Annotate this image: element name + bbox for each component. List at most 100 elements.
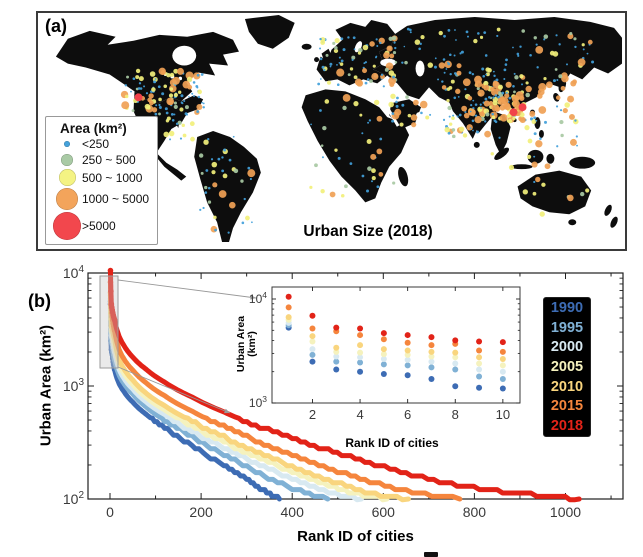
map-legend-items: <250 250 ~ 500 500 ~ 1000 1000 ~ 5000 >5000 <box>52 136 153 241</box>
city-dot-500-1000 <box>334 148 338 152</box>
city-dot-1000-5000 <box>148 93 154 99</box>
city-dot-250-500 <box>451 128 456 132</box>
city-dot-500-1000 <box>371 168 376 174</box>
inset-point-2000-rank9 <box>476 366 483 373</box>
city-dot-500-1000 <box>211 161 218 168</box>
island-java <box>510 164 533 170</box>
city-dot-500-1000 <box>151 87 156 92</box>
city-dot-lt250 <box>207 186 211 190</box>
city-dot-250-500 <box>521 29 526 33</box>
city-dot-lt250 <box>512 46 514 49</box>
inset-point-1990-rank10 <box>499 385 506 392</box>
map-legend-item-label: 1000 ~ 5000 <box>82 192 150 206</box>
city-dot-lt250 <box>556 79 559 82</box>
city-dot-1000-5000 <box>474 80 483 88</box>
city-dot-lt250 <box>137 87 141 90</box>
city-dot-lt250 <box>319 78 322 80</box>
city-dot-lt250 <box>535 43 538 46</box>
city-dot-1000-5000 <box>441 85 447 90</box>
city-dot-lt250 <box>347 36 350 39</box>
city-dot-250-500 <box>322 125 327 131</box>
city-dot-500-1000 <box>357 51 362 55</box>
inset-point-2000-rank4 <box>357 354 364 361</box>
city-dot-lt250 <box>429 113 432 116</box>
city-dot-lt250 <box>175 122 179 126</box>
city-dot-lt250 <box>559 109 563 112</box>
city-dot-lt250 <box>488 95 491 99</box>
city-dot-lt250 <box>379 137 383 141</box>
city-dot-500-1000 <box>485 72 490 77</box>
city-dot-1000-5000 <box>529 110 536 117</box>
inset-point-1990-rank4 <box>357 368 364 375</box>
inset-point-2005-rank4 <box>357 349 364 356</box>
city-dot-250-500 <box>392 50 397 55</box>
city-dot-lt250 <box>453 54 456 57</box>
city-dot-lt250 <box>395 100 398 104</box>
city-dot-lt250 <box>196 73 200 77</box>
city-dot-lt250 <box>586 52 589 55</box>
city-dot-500-1000 <box>190 136 195 142</box>
city-dot-1000-5000 <box>546 81 553 89</box>
city-dot-lt250 <box>504 63 508 66</box>
city-dot-500-1000 <box>425 115 430 120</box>
city-dot-1000-5000 <box>354 78 363 86</box>
city-dot-500-1000 <box>366 139 372 144</box>
inset-point-2018-rank9 <box>476 338 483 345</box>
city-dot-lt250 <box>392 75 396 79</box>
city-dot-lt250 <box>185 113 189 116</box>
city-dot-1000-5000 <box>560 85 566 91</box>
city-dot-lt250 <box>329 65 332 68</box>
city-dot-500-1000 <box>399 122 404 127</box>
city-dot-250-500 <box>525 92 530 98</box>
city-dot-lt250 <box>361 174 365 178</box>
city-dot-gt5000 <box>509 108 518 117</box>
city-dot-500-1000 <box>444 127 450 133</box>
city-dot-lt250 <box>448 53 452 57</box>
city-dot-lt250 <box>448 115 451 118</box>
city-dot-500-1000 <box>320 40 326 45</box>
inset-point-2018-rank4 <box>357 325 364 332</box>
inset-point-1995-rank2 <box>309 351 316 358</box>
city-dot-500-1000 <box>541 182 546 187</box>
city-dot-1000-5000 <box>362 68 368 74</box>
city-dot-lt250 <box>575 135 578 138</box>
city-dot-1000-5000 <box>568 113 575 120</box>
city-dot-250-500 <box>344 184 348 189</box>
city-dot-250-500 <box>558 74 563 79</box>
city-dot-lt250 <box>157 85 161 89</box>
city-dot-lt250 <box>329 62 333 66</box>
city-dot-500-1000 <box>483 80 489 86</box>
city-dot-lt250 <box>543 38 546 41</box>
city-dot-500-1000 <box>359 113 363 117</box>
city-dot-lt250 <box>210 158 214 161</box>
inset-point-1995-rank10 <box>499 376 506 383</box>
city-dot-250-500 <box>513 90 516 94</box>
city-dot-1000-5000 <box>483 100 490 107</box>
city-dot-lt250 <box>370 180 373 183</box>
city-dot-lt250 <box>192 81 196 84</box>
city-dot-lt250 <box>379 41 382 45</box>
city-dot-lt250 <box>221 156 224 159</box>
city-dot-lt250 <box>467 35 469 38</box>
city-dot-1000-5000 <box>569 138 577 146</box>
city-dot-lt250 <box>191 92 194 95</box>
year-legend-item-2000: 2000 <box>550 339 584 356</box>
city-dot-lt250 <box>533 180 536 184</box>
city-dot-lt250 <box>503 68 507 72</box>
city-dot-250-500 <box>392 36 397 41</box>
city-dot-1000-5000 <box>389 53 395 59</box>
city-dot-lt250 <box>505 58 508 62</box>
city-dot-lt250 <box>323 68 326 72</box>
city-dot-lt250 <box>363 62 366 65</box>
city-dot-500-1000 <box>543 77 547 81</box>
city-dot-500-1000 <box>420 35 425 40</box>
city-dot-lt250 <box>529 53 532 57</box>
city-dot-1000-5000 <box>176 67 184 75</box>
city-dot-1000-5000 <box>535 46 544 54</box>
legend-bubble-icon <box>52 212 82 240</box>
inset-y-tick-exponent: 4 <box>262 290 267 300</box>
city-dot-lt250 <box>485 73 488 76</box>
city-dot-500-1000 <box>564 102 570 108</box>
city-dot-500-1000 <box>163 84 168 89</box>
